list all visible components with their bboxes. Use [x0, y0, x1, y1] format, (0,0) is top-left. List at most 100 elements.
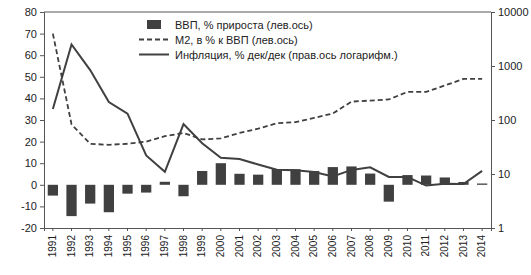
tick: 2009	[383, 228, 394, 257]
tick-mark	[183, 228, 184, 231]
plot-area: -20-100102030405060708011010010001000019…	[21, 6, 529, 257]
tick-label: 10000	[498, 6, 529, 18]
legend: ВВП, % прироста (лев.ось)M2, в % к ВВП (…	[139, 19, 398, 61]
tick: 10000	[491, 6, 529, 18]
tick-label: 2011	[420, 235, 431, 257]
tick: 1992	[66, 228, 77, 257]
tick: 1991	[47, 228, 58, 257]
tick-mark	[239, 228, 240, 231]
tick-mark	[444, 228, 445, 231]
axis-line	[492, 13, 496, 229]
tick-label: 70	[25, 28, 37, 40]
tick-mark	[52, 228, 53, 231]
tick-label: 30	[25, 114, 37, 126]
tick: 2004	[290, 228, 301, 257]
tick-label: 1995	[122, 235, 133, 258]
bar	[477, 184, 487, 185]
tick: 1994	[103, 228, 114, 257]
tick: 30	[25, 114, 44, 126]
tick: 60	[25, 49, 44, 61]
tick: 2000	[215, 228, 226, 257]
tick-mark	[71, 228, 72, 231]
tick-label: 2013	[458, 235, 469, 258]
tick-label: 2004	[290, 235, 301, 258]
tick-label: 2010	[402, 235, 413, 258]
tick: 2008	[364, 228, 375, 257]
tick-label: 1994	[103, 235, 114, 258]
tick-label: 0	[31, 179, 37, 191]
tick-mark	[388, 228, 389, 231]
tick-mark	[90, 228, 91, 231]
tick: 2005	[308, 228, 319, 257]
bar	[160, 182, 170, 185]
tick-label: 2003	[271, 235, 282, 258]
bar	[384, 185, 394, 202]
bar	[234, 174, 244, 185]
tick: 70	[25, 28, 44, 40]
tick-label: 2008	[364, 235, 375, 258]
tick-mark	[491, 12, 495, 13]
tick-mark	[332, 228, 333, 231]
tick-label: 10	[498, 168, 510, 180]
tick-label: -20	[21, 222, 37, 234]
tick-label: 60	[25, 49, 37, 61]
tick-mark	[164, 228, 165, 231]
bar	[365, 174, 375, 185]
tick-mark	[40, 120, 44, 121]
tick-mark	[40, 98, 44, 99]
tick: 0	[31, 179, 44, 191]
tick: 2011	[420, 228, 431, 257]
tick-label: 1999	[196, 235, 207, 258]
bar	[178, 185, 188, 196]
tick-mark	[40, 142, 44, 143]
legend-swatch	[139, 39, 169, 41]
legend-label: Инфляция, % дек/дек (прав.ось логарифм.)	[175, 49, 398, 61]
axis-line	[40, 13, 45, 229]
tick-label: 80	[25, 6, 37, 18]
bar	[48, 185, 58, 196]
bar	[85, 185, 95, 204]
tick-label: 2002	[252, 235, 263, 258]
tick: 2002	[252, 228, 263, 257]
legend-swatch	[147, 20, 161, 29]
axis-line	[45, 229, 492, 232]
tick-label: 1998	[178, 235, 189, 258]
tick: 2013	[458, 228, 469, 257]
marks	[48, 34, 488, 217]
bar	[122, 185, 132, 194]
legend-item: M2, в % к ВВП (лев.ось)	[139, 34, 298, 46]
tick-label: 1993	[84, 235, 95, 258]
bar	[253, 175, 263, 185]
tick-mark	[127, 228, 128, 231]
y2-axis: 110100100010000	[491, 6, 529, 234]
tick-label: 1000	[498, 60, 522, 72]
tick-label: 2000	[215, 235, 226, 258]
tick-label: 2009	[383, 235, 394, 258]
tick-mark	[40, 185, 44, 186]
tick-label: 1991	[47, 235, 58, 258]
tick: 1999	[196, 228, 207, 257]
tick-mark	[295, 228, 296, 231]
legend-label: M2, в % к ВВП (лев.ось)	[175, 34, 298, 46]
dashed-line	[53, 34, 482, 145]
bar	[197, 171, 207, 185]
tick-label: 2012	[439, 235, 450, 258]
frame	[44, 12, 491, 13]
tick: 1997	[159, 228, 170, 257]
tick: 50	[25, 71, 44, 83]
x-axis: 1991199219931994199519961997199819992000…	[45, 228, 492, 257]
tick-mark	[491, 174, 495, 175]
tick: 10	[491, 168, 510, 180]
tick-mark	[146, 228, 147, 231]
tick-mark	[40, 206, 44, 207]
tick: 2010	[402, 228, 413, 257]
tick: 1000	[491, 60, 522, 72]
tick-label: 2014	[476, 235, 487, 258]
bar	[66, 185, 76, 216]
tick-mark	[40, 55, 44, 56]
tick: 2003	[271, 228, 282, 257]
tick: 1998	[178, 228, 189, 257]
tick: 40	[25, 92, 44, 104]
tick: 1993	[84, 228, 95, 257]
tick-mark	[314, 228, 315, 231]
